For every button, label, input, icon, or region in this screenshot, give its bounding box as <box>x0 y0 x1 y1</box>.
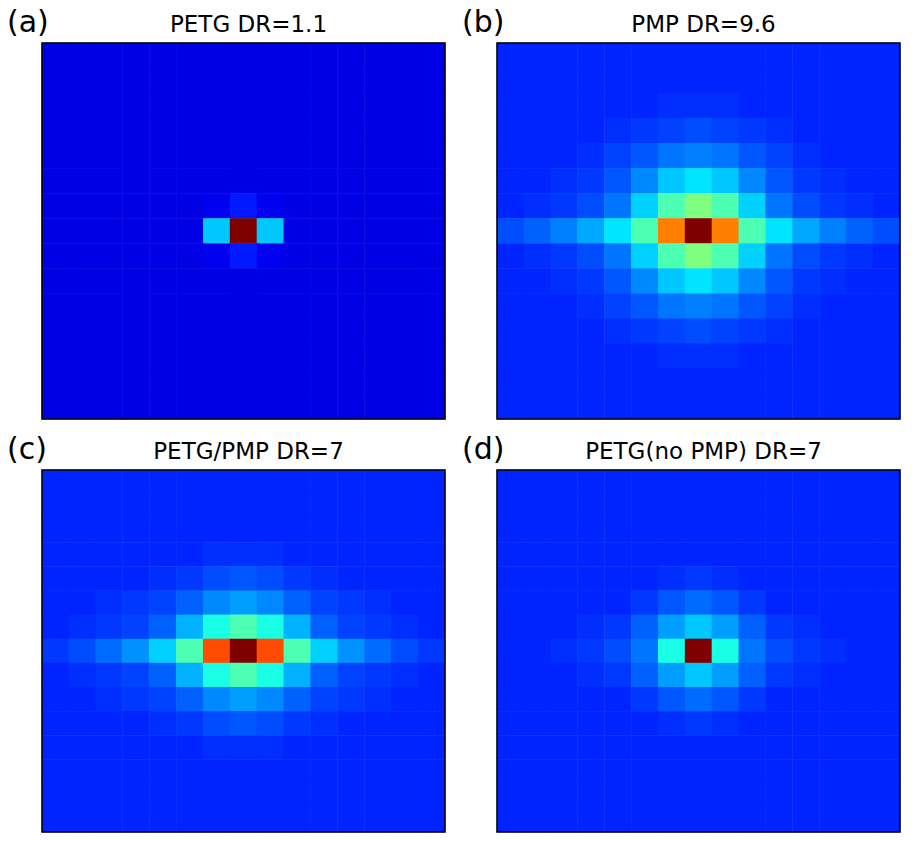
svg-text:PETG/PMP DR=7: PETG/PMP DR=7 <box>153 438 344 464</box>
svg-text:PETG DR=1.1: PETG DR=1.1 <box>170 11 327 37</box>
svg-text:(a): (a) <box>7 4 49 39</box>
svg-text:(b): (b) <box>462 4 504 39</box>
svg-text:PMP DR=9.6: PMP DR=9.6 <box>631 11 775 37</box>
svg-text:PETG(no PMP) DR=7: PETG(no PMP) DR=7 <box>585 438 822 464</box>
svg-text:(c): (c) <box>7 431 47 466</box>
svg-text:(d): (d) <box>462 431 504 466</box>
